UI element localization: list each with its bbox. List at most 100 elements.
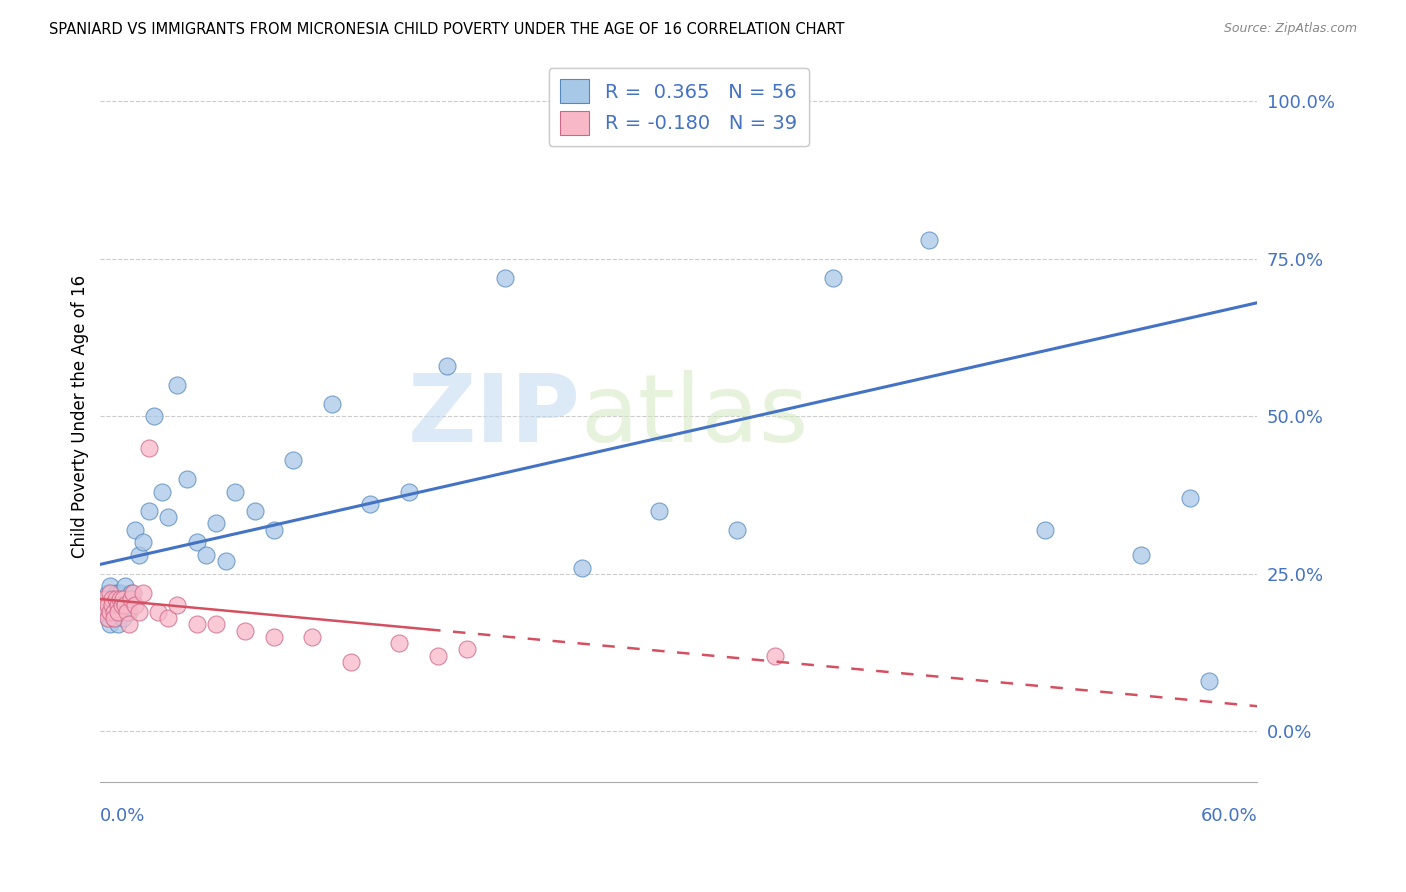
- Text: 60.0%: 60.0%: [1201, 807, 1257, 825]
- Point: [243, 504, 266, 518]
- Point: [93, 592, 115, 607]
- Point: [648, 504, 671, 518]
- Point: [103, 611, 125, 625]
- Point: [821, 270, 844, 285]
- Point: [263, 523, 285, 537]
- Point: [98, 585, 121, 599]
- Point: [118, 617, 141, 632]
- Point: [388, 636, 411, 650]
- Point: [426, 648, 449, 663]
- Point: [112, 599, 135, 613]
- Point: [112, 611, 135, 625]
- Point: [120, 592, 142, 607]
- Point: [101, 605, 124, 619]
- Point: [1198, 673, 1220, 688]
- Point: [1033, 523, 1056, 537]
- Point: [107, 592, 129, 607]
- Point: [571, 560, 593, 574]
- Point: [104, 585, 127, 599]
- Point: [205, 516, 228, 531]
- Point: [918, 233, 941, 247]
- Point: [763, 648, 786, 663]
- Point: [132, 585, 155, 599]
- Point: [1130, 548, 1153, 562]
- Point: [156, 510, 179, 524]
- Point: [98, 605, 121, 619]
- Point: [263, 630, 285, 644]
- Point: [117, 605, 139, 619]
- Point: [186, 535, 208, 549]
- Point: [114, 579, 136, 593]
- Point: [107, 617, 129, 632]
- Point: [1178, 491, 1201, 505]
- Point: [359, 498, 381, 512]
- Point: [132, 535, 155, 549]
- Legend: R =  0.365   N = 56, R = -0.180   N = 39: R = 0.365 N = 56, R = -0.180 N = 39: [548, 68, 808, 146]
- Text: 0.0%: 0.0%: [100, 807, 146, 825]
- Point: [101, 592, 124, 607]
- Text: Source: ZipAtlas.com: Source: ZipAtlas.com: [1223, 22, 1357, 36]
- Point: [120, 585, 142, 599]
- Point: [128, 548, 150, 562]
- Point: [205, 617, 228, 632]
- Point: [117, 592, 139, 607]
- Point: [114, 599, 136, 613]
- Point: [494, 270, 516, 285]
- Point: [321, 397, 343, 411]
- Point: [97, 599, 120, 613]
- Point: [110, 592, 132, 607]
- Point: [104, 605, 127, 619]
- Point: [107, 605, 129, 619]
- Point: [176, 472, 198, 486]
- Point: [98, 617, 121, 632]
- Point: [122, 585, 145, 599]
- Point: [97, 611, 120, 625]
- Point: [128, 605, 150, 619]
- Point: [103, 605, 125, 619]
- Point: [93, 599, 115, 613]
- Text: atlas: atlas: [581, 370, 808, 462]
- Point: [101, 599, 124, 613]
- Point: [94, 605, 117, 619]
- Point: [118, 605, 141, 619]
- Point: [107, 599, 129, 613]
- Point: [166, 377, 188, 392]
- Point: [97, 611, 120, 625]
- Point: [214, 554, 236, 568]
- Point: [301, 630, 323, 644]
- Point: [124, 599, 146, 613]
- Point: [94, 599, 117, 613]
- Point: [398, 484, 420, 499]
- Point: [104, 592, 127, 607]
- Point: [101, 592, 124, 607]
- Point: [97, 585, 120, 599]
- Point: [150, 484, 173, 499]
- Point: [110, 605, 132, 619]
- Point: [281, 453, 304, 467]
- Text: ZIP: ZIP: [408, 370, 581, 462]
- Point: [436, 359, 458, 373]
- Point: [138, 504, 160, 518]
- Point: [112, 592, 135, 607]
- Point: [103, 611, 125, 625]
- Point: [94, 605, 117, 619]
- Point: [98, 579, 121, 593]
- Point: [725, 523, 748, 537]
- Point: [148, 605, 170, 619]
- Point: [186, 617, 208, 632]
- Point: [233, 624, 256, 638]
- Point: [94, 592, 117, 607]
- Point: [143, 409, 166, 424]
- Point: [108, 599, 131, 613]
- Point: [195, 548, 218, 562]
- Point: [108, 592, 131, 607]
- Point: [110, 599, 132, 613]
- Point: [108, 585, 131, 599]
- Y-axis label: Child Poverty Under the Age of 16: Child Poverty Under the Age of 16: [72, 275, 89, 558]
- Point: [156, 611, 179, 625]
- Point: [224, 484, 246, 499]
- Point: [166, 599, 188, 613]
- Point: [456, 642, 478, 657]
- Text: SPANIARD VS IMMIGRANTS FROM MICRONESIA CHILD POVERTY UNDER THE AGE OF 16 CORRELA: SPANIARD VS IMMIGRANTS FROM MICRONESIA C…: [49, 22, 845, 37]
- Point: [124, 523, 146, 537]
